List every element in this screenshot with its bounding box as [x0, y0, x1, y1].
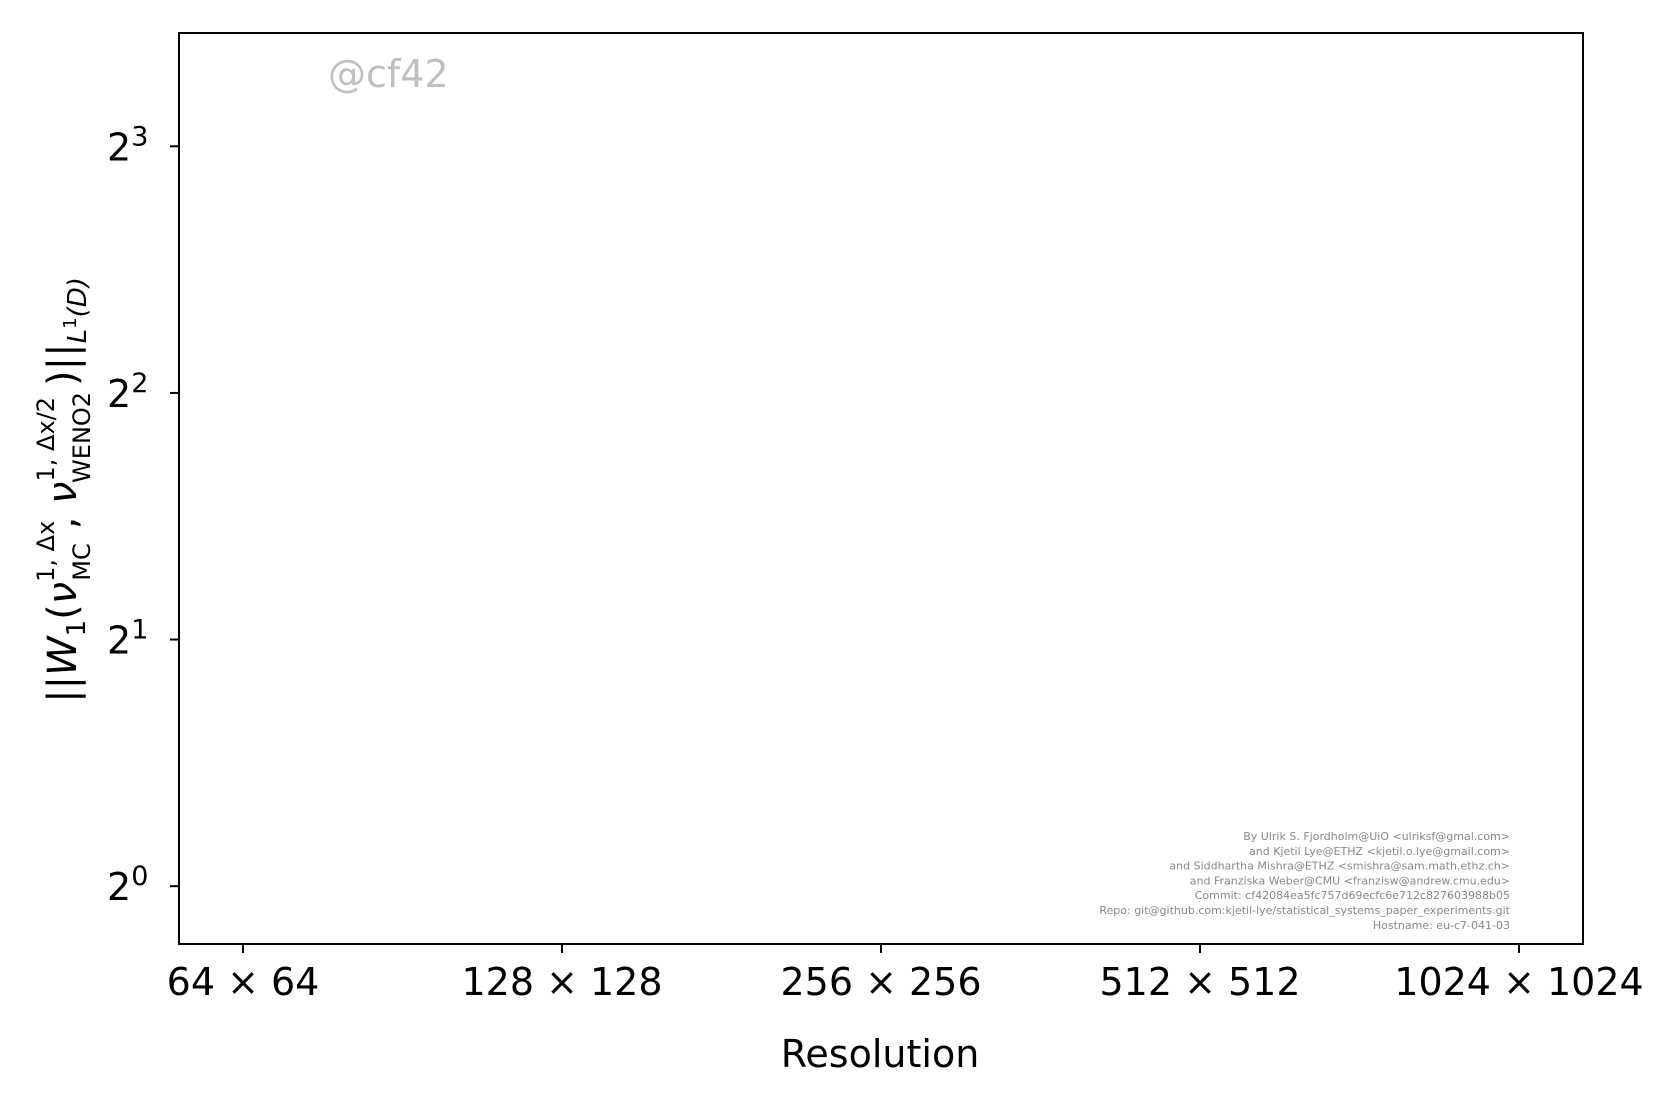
- y-label-nu2: ν: [40, 481, 86, 503]
- x-axis-ticks: 64 × 64 128 × 128 256 × 256 512 × 512 1024 ×…: [167, 944, 1644, 1004]
- y-axis-ticks: 20 21 22 23: [107, 121, 179, 909]
- x-tick-label: 128 × 128: [461, 960, 662, 1004]
- credit-line: Repo: git@github.com:kjetil-lye/statisti…: [1099, 904, 1510, 917]
- y-label-nu1-sub: MC: [68, 543, 96, 580]
- y-label-norm-sub: L: [63, 329, 93, 344]
- x-axis-label: Resolution: [781, 1032, 980, 1076]
- credits-block: By Ulrik S. Fjordholm@UiO <ulriksf@gmal.…: [1099, 830, 1510, 932]
- y-tick-label: 20: [107, 861, 148, 909]
- y-label-norm-sub-tail: (D): [63, 277, 93, 317]
- y-label-nu2-sup: 1, Δx/2: [32, 397, 60, 482]
- x-tick-label: 512 × 512: [1099, 960, 1300, 1004]
- credit-line: and Franziska Weber@CMU <franzisw@andrew…: [1190, 874, 1510, 887]
- credit-line: and Siddhartha Mishra@ETHZ <smishra@sam.…: [1169, 860, 1510, 873]
- y-label-nu1: ν: [40, 582, 86, 604]
- y-label-w: W: [40, 635, 86, 676]
- y-label-comma: ,: [40, 504, 86, 529]
- watermark-label: @cf42: [328, 52, 449, 96]
- y-label-w-sub: 1: [62, 620, 92, 637]
- x-tick-label: 64 × 64: [167, 960, 320, 1004]
- y-label-norm-sub-sup: 1: [60, 317, 81, 328]
- y-label-open-paren: (: [40, 604, 86, 620]
- y-tick-label: 23: [107, 121, 148, 169]
- y-tick-label: 22: [107, 368, 148, 416]
- y-label-nu2-sub: WENO2: [68, 392, 96, 483]
- credit-line: By Ulrik S. Fjordholm@UiO <ulriksf@gmal.…: [1243, 830, 1510, 843]
- y-tick-label: 21: [107, 615, 148, 663]
- credit-line: and Kjetil Lye@ETHZ <kjetil.o.lye@gmail.…: [1249, 845, 1510, 858]
- x-tick-label: 1024 × 1024: [1394, 960, 1643, 1004]
- credit-line: Hostname: eu-c7-041-03: [1373, 919, 1510, 932]
- x-tick-label: 256 × 256: [780, 960, 981, 1004]
- credit-line: Commit: cf42084ea5fc757d69ecfc6e712c8276…: [1195, 889, 1510, 902]
- y-axis-label: ||W1(ν1, Δx MC, ν1, Δx/2 WENO2)||L1(D): [32, 277, 96, 703]
- y-label-norm-open: ||: [40, 676, 86, 703]
- y-label-close-paren: )||: [40, 343, 86, 386]
- y-label-nu1-sup: 1, Δx: [32, 521, 60, 582]
